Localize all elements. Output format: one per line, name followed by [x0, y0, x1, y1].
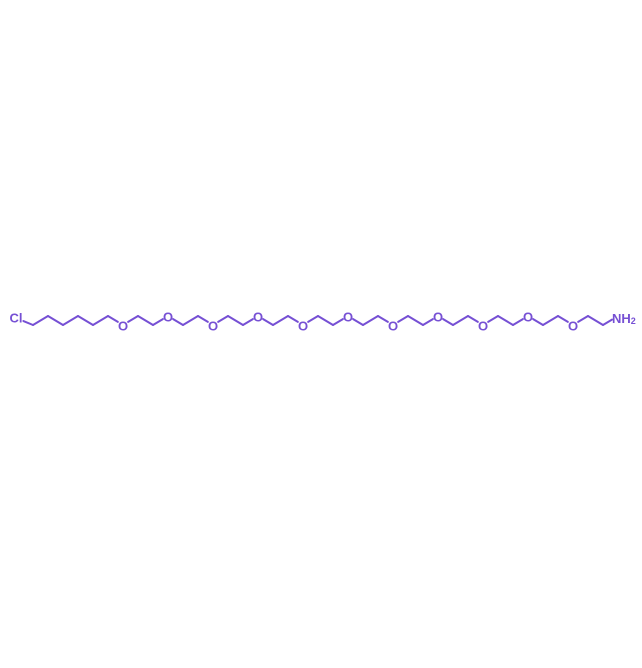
bond — [542, 315, 559, 326]
amine-group: NH2 — [612, 311, 636, 327]
bond — [107, 315, 119, 323]
bond — [332, 318, 344, 326]
bond — [197, 315, 209, 323]
oxygen-atom: O — [343, 310, 353, 325]
bond — [77, 315, 94, 326]
bond — [172, 318, 184, 326]
bond — [32, 315, 49, 326]
oxygen-atom: O — [118, 319, 128, 334]
oxygen-atom: O — [253, 310, 263, 325]
bond — [137, 315, 154, 326]
oxygen-atom: O — [478, 319, 488, 334]
bond — [307, 315, 319, 323]
bond — [487, 315, 499, 323]
bond — [152, 318, 164, 326]
bond — [407, 315, 424, 326]
chlorine-atom: Cl — [10, 311, 23, 326]
bond — [467, 315, 479, 323]
bond — [452, 315, 469, 326]
oxygen-atom: O — [433, 310, 443, 325]
bond — [287, 315, 299, 323]
bond — [227, 315, 244, 326]
bond — [587, 315, 604, 326]
bond — [22, 320, 34, 326]
bond — [512, 318, 524, 326]
bond — [92, 315, 109, 326]
bond — [422, 318, 434, 326]
bond — [362, 315, 379, 326]
bond — [532, 318, 544, 326]
oxygen-atom: O — [388, 319, 398, 334]
bond — [127, 315, 139, 323]
bond — [262, 318, 274, 326]
bond — [497, 315, 514, 326]
bond — [352, 318, 364, 326]
bond — [217, 315, 229, 323]
bond — [377, 315, 389, 323]
oxygen-atom: O — [208, 319, 218, 334]
bond — [47, 315, 64, 326]
oxygen-atom: O — [163, 310, 173, 325]
bond — [242, 318, 254, 326]
bond — [602, 318, 613, 326]
oxygen-atom: O — [568, 319, 578, 334]
bond — [442, 318, 454, 326]
bond — [182, 315, 199, 326]
oxygen-atom: O — [298, 319, 308, 334]
bond — [317, 315, 334, 326]
bond — [397, 315, 409, 323]
bond — [272, 315, 289, 326]
bond — [62, 315, 79, 326]
bond — [557, 315, 569, 323]
bond — [577, 315, 589, 323]
oxygen-atom: O — [523, 310, 533, 325]
